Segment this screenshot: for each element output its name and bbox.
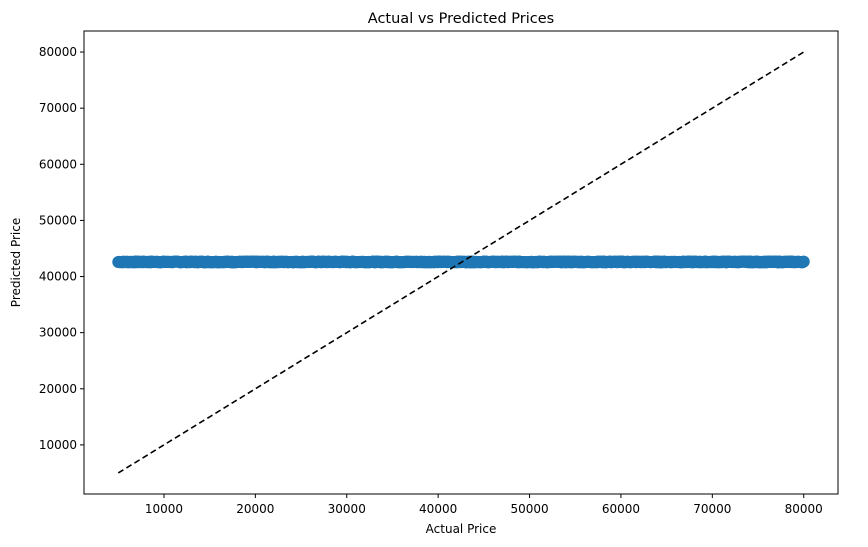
x-tick-label: 60000 bbox=[602, 502, 640, 516]
plot-frame bbox=[83, 30, 839, 495]
x-tick-label: 50000 bbox=[510, 502, 548, 516]
x-tick-label: 40000 bbox=[419, 502, 457, 516]
x-tick-label: 30000 bbox=[328, 502, 366, 516]
scatter-points bbox=[112, 255, 810, 269]
x-tick-label: 20000 bbox=[236, 502, 274, 516]
y-tick-label: 20000 bbox=[39, 382, 77, 396]
x-tick-label: 70000 bbox=[693, 502, 731, 516]
x-tick-label: 10000 bbox=[145, 502, 183, 516]
reference-line bbox=[117, 51, 805, 474]
x-axis: 10000 20000 30000 40000 50000 60000 70000 80000 bbox=[145, 494, 823, 516]
y-tick-label: 80000 bbox=[39, 45, 77, 59]
y-tick-label: 60000 bbox=[39, 157, 77, 171]
x-axis-label: Actual Price bbox=[426, 522, 497, 536]
y-tick-label: 70000 bbox=[39, 101, 77, 115]
y-axis: 10000 20000 30000 40000 50000 60000 70000 80000 bbox=[39, 45, 84, 452]
scatter-point bbox=[797, 255, 810, 268]
y-tick-label: 50000 bbox=[39, 213, 77, 227]
y-tick-label: 40000 bbox=[39, 270, 77, 284]
y-tick-label: 30000 bbox=[39, 326, 77, 340]
x-tick-label: 80000 bbox=[785, 502, 823, 516]
chart-title: Actual vs Predicted Prices bbox=[368, 11, 554, 27]
y-tick-label: 10000 bbox=[39, 438, 77, 452]
y-axis-label: Predicted Price bbox=[9, 218, 23, 307]
